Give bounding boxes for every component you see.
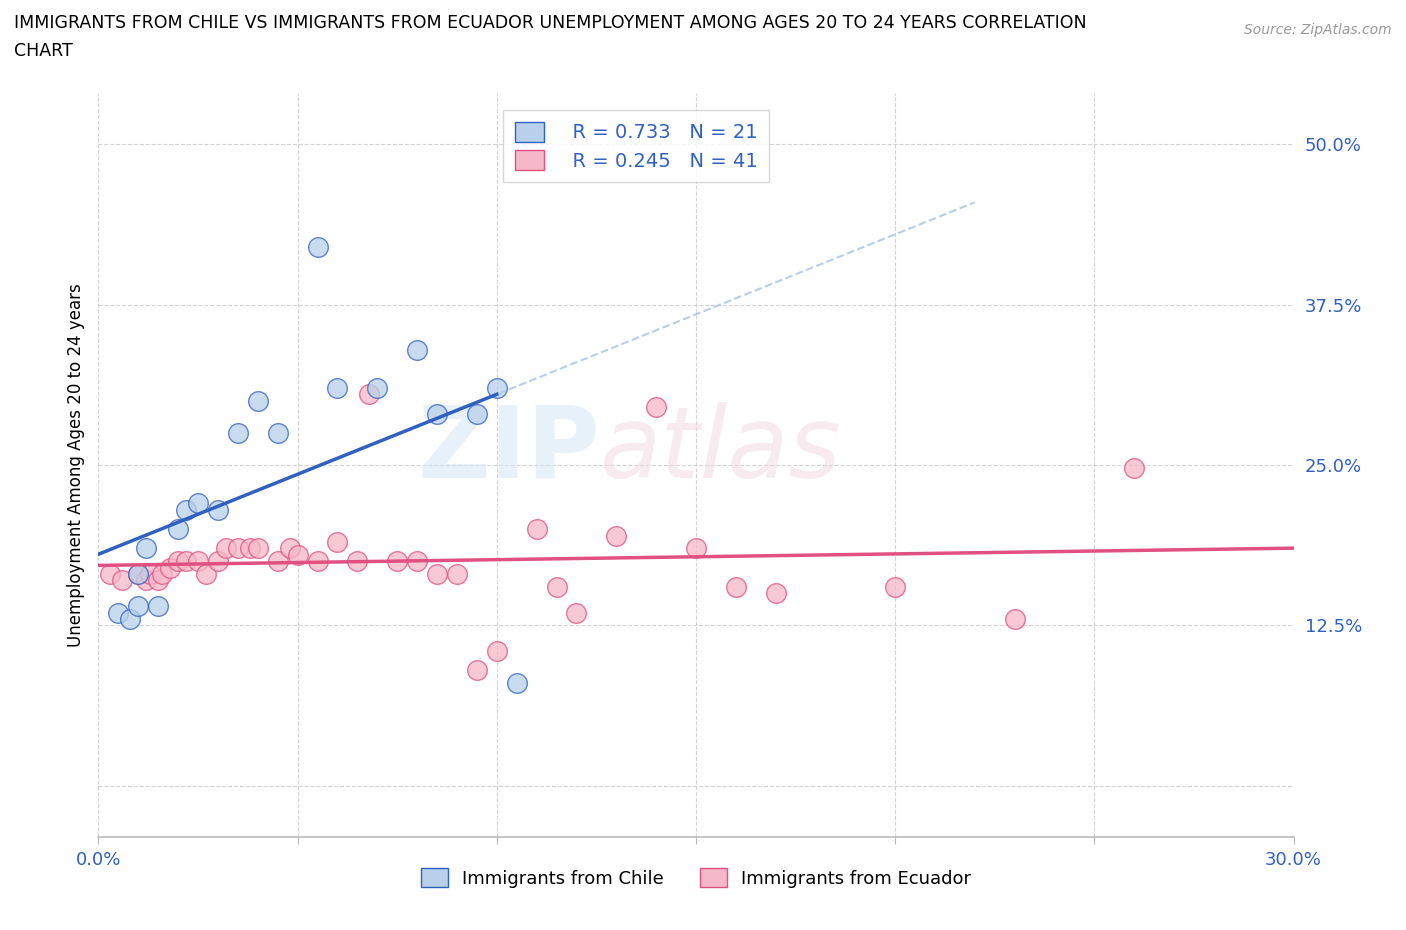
Point bbox=[765, 586, 787, 601]
Point bbox=[148, 599, 170, 614]
Text: CHART: CHART bbox=[14, 42, 73, 60]
Point bbox=[406, 553, 429, 568]
Point bbox=[426, 406, 449, 421]
Point bbox=[526, 522, 548, 537]
Point bbox=[127, 566, 149, 581]
Point bbox=[246, 393, 269, 408]
Point bbox=[1004, 612, 1026, 627]
Point bbox=[127, 599, 149, 614]
Text: Source: ZipAtlas.com: Source: ZipAtlas.com bbox=[1244, 23, 1392, 37]
Point bbox=[685, 541, 707, 556]
Point bbox=[385, 553, 409, 568]
Point bbox=[359, 387, 381, 402]
Point bbox=[287, 548, 309, 563]
Point bbox=[174, 502, 197, 517]
Point bbox=[346, 553, 368, 568]
Point bbox=[107, 605, 129, 620]
Point bbox=[326, 380, 349, 395]
Legend: Immigrants from Chile, Immigrants from Ecuador: Immigrants from Chile, Immigrants from E… bbox=[413, 861, 979, 895]
Point bbox=[148, 573, 170, 588]
Text: ZIP: ZIP bbox=[418, 402, 600, 498]
Point bbox=[127, 566, 149, 581]
Point bbox=[207, 502, 229, 517]
Point bbox=[645, 400, 668, 415]
Point bbox=[465, 406, 488, 421]
Point bbox=[465, 663, 488, 678]
Y-axis label: Unemployment Among Ages 20 to 24 years: Unemployment Among Ages 20 to 24 years bbox=[66, 283, 84, 647]
Point bbox=[111, 573, 134, 588]
Point bbox=[307, 240, 329, 255]
Point bbox=[187, 553, 209, 568]
Point bbox=[195, 566, 218, 581]
Point bbox=[139, 566, 162, 581]
Point bbox=[546, 579, 568, 594]
Point bbox=[326, 535, 349, 550]
Point bbox=[278, 541, 301, 556]
Point bbox=[426, 566, 449, 581]
Point bbox=[366, 380, 388, 395]
Point bbox=[267, 553, 290, 568]
Point bbox=[506, 675, 529, 690]
Text: IMMIGRANTS FROM CHILE VS IMMIGRANTS FROM ECUADOR UNEMPLOYMENT AMONG AGES 20 TO 2: IMMIGRANTS FROM CHILE VS IMMIGRANTS FROM… bbox=[14, 14, 1087, 32]
Point bbox=[485, 644, 508, 658]
Point bbox=[159, 560, 181, 575]
Point bbox=[98, 566, 122, 581]
Point bbox=[565, 605, 588, 620]
Text: atlas: atlas bbox=[600, 402, 842, 498]
Point bbox=[120, 612, 142, 627]
Point bbox=[226, 426, 249, 441]
Point bbox=[150, 566, 173, 581]
Point bbox=[1123, 460, 1146, 475]
Point bbox=[267, 426, 290, 441]
Point bbox=[884, 579, 907, 594]
Point bbox=[167, 553, 190, 568]
Point bbox=[605, 528, 627, 543]
Point bbox=[724, 579, 747, 594]
Point bbox=[174, 553, 197, 568]
Point bbox=[135, 541, 157, 556]
Point bbox=[207, 553, 229, 568]
Point bbox=[406, 342, 429, 357]
Point bbox=[446, 566, 468, 581]
Point bbox=[307, 553, 329, 568]
Point bbox=[187, 496, 209, 511]
Point bbox=[246, 541, 269, 556]
Point bbox=[239, 541, 262, 556]
Point bbox=[226, 541, 249, 556]
Point bbox=[485, 380, 508, 395]
Point bbox=[215, 541, 238, 556]
Point bbox=[135, 573, 157, 588]
Point bbox=[167, 522, 190, 537]
